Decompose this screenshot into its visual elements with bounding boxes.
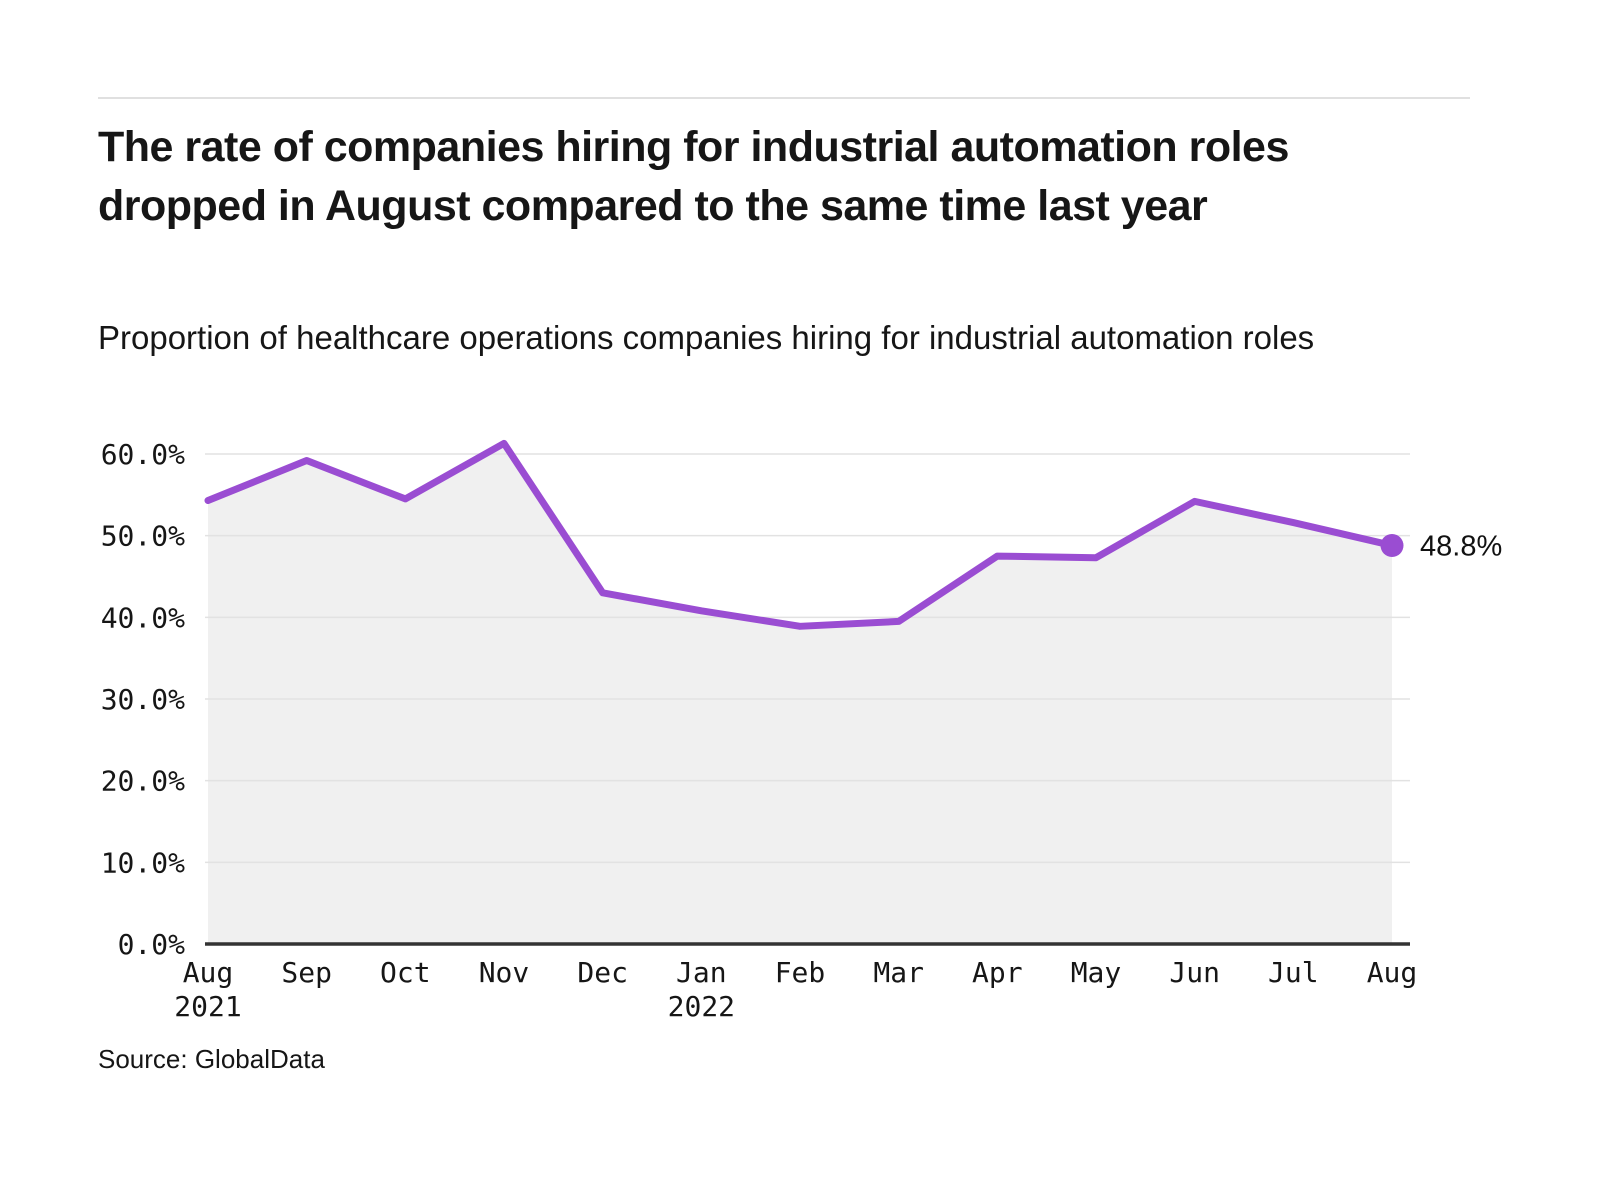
y-tick-label: 40.0% <box>101 601 185 634</box>
x-tick-label: Dec <box>577 956 628 989</box>
x-tick-label: Nov <box>479 956 530 989</box>
top-divider <box>98 97 1470 99</box>
chart-area: 0.0% 10.0% 20.0% 30.0% 40.0% 50.0% 60.0% Aug Sep… <box>0 420 1600 1023</box>
x-tick-label: Aug <box>1367 956 1418 989</box>
x-tick-label: Jan <box>676 956 727 989</box>
x-tick-label: Aug <box>183 956 234 989</box>
x-tick-label: Sep <box>281 956 332 989</box>
x-tick-label: Feb <box>775 956 826 989</box>
series-line <box>204 439 1396 630</box>
y-tick-label: 10.0% <box>101 846 185 879</box>
y-tick-label: 60.0% <box>101 438 185 471</box>
end-value-label: 48.8% <box>1420 530 1502 562</box>
chart-svg: 0.0% 10.0% 20.0% 30.0% 40.0% 50.0% 60.0% Aug Sep… <box>101 438 1503 1023</box>
x-tick-label: Jun <box>1169 956 1220 989</box>
y-tick-label: 20.0% <box>101 765 185 798</box>
x-tick-label: Apr <box>972 956 1023 989</box>
x-year-label: 2021 <box>174 990 241 1020</box>
chart-title: The rate of companies hiring for industr… <box>98 123 1289 231</box>
x-tick-label: Mar <box>873 956 924 989</box>
y-tick-label: 50.0% <box>101 520 185 553</box>
source-attribution: Source: GlobalData <box>98 1044 325 1074</box>
chart-subtitle: Proportion of healthcare operations comp… <box>98 319 1315 356</box>
x-year-label: 2022 <box>668 990 735 1020</box>
y-tick-label: 30.0% <box>101 683 185 716</box>
series-area-fill <box>208 443 1392 944</box>
x-tick-label: Jul <box>1268 956 1319 989</box>
y-tick-label: 0.0% <box>118 928 186 961</box>
x-tick-label: May <box>1071 956 1122 989</box>
x-tick-label: Oct <box>380 956 431 989</box>
end-point-marker <box>1380 533 1404 557</box>
